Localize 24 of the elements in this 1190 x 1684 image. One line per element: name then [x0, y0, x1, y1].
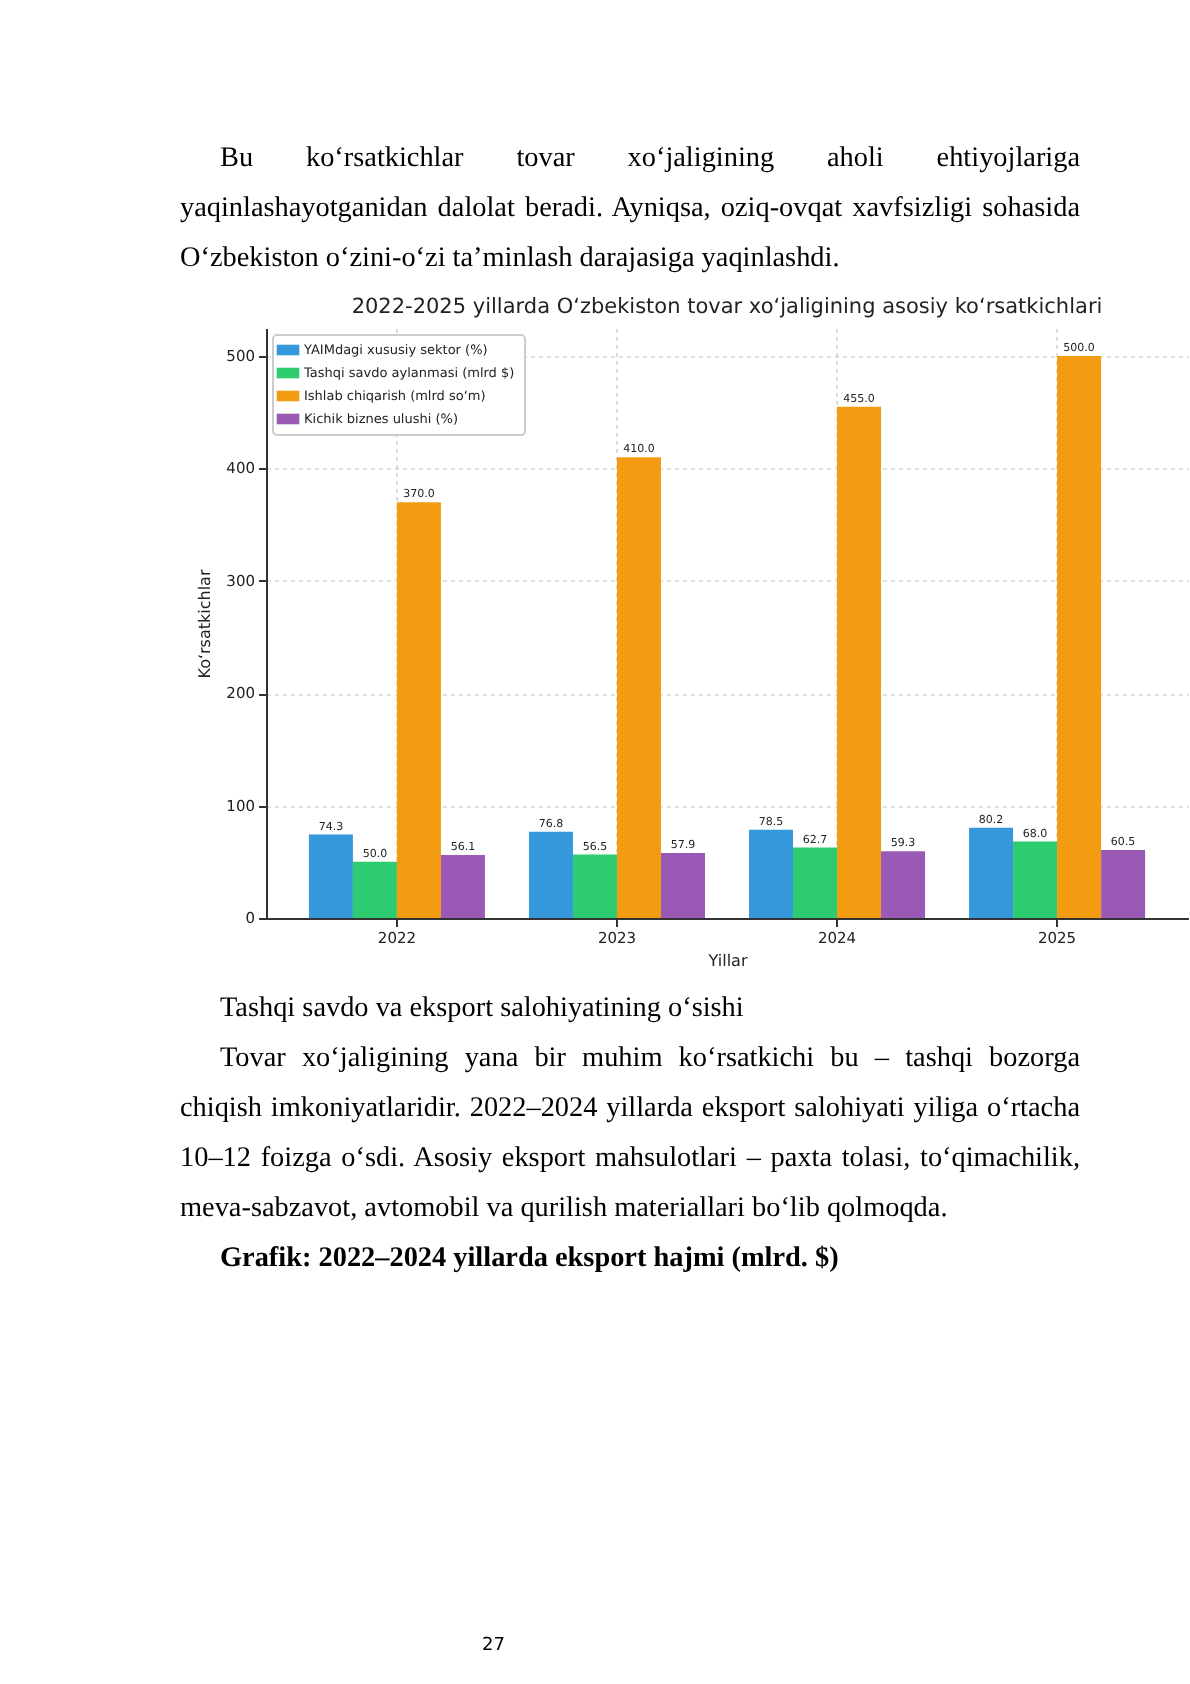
bar [528, 831, 573, 918]
bar [660, 852, 705, 918]
text: Tovar xo‘jaligining yana bir muhim ko‘rsatkichi bu – tashqi bozorga chiqish imkoniyatlaridir. 2022–2024 yillarda eksport salohiyati yiliga o‘rtacha 10–12 foizga o‘sdi. Asosiy eksport mahsulotlari – paxta tolasi, to‘qimachilik, meva-sabzavot, avtomobil va qurilish materiallari bo‘lib qolmoqda. [180, 1040, 1080, 1228]
text: Bu ko‘rsatkichlar tovar xo‘jaligining aholi ehtiyojlariga yaqinlashayotganidan dalolat beradi. Ayniqsa, oziq-ovqat xavfsizligi sohasida O‘zbekiston o‘zini-o‘zi ta’minlash darajasiga yaqinlashdi. [180, 140, 1080, 278]
bar [969, 827, 1014, 918]
bar [793, 847, 838, 918]
text: 27 [482, 1636, 505, 1656]
bar [572, 854, 617, 918]
bar [352, 861, 397, 918]
bar [881, 851, 926, 918]
text: Tashqi savdo va eksport salohiyatining o‘sishi [218, 990, 746, 1028]
y-axis-title: Ko‘rsatkichlar [196, 568, 215, 679]
bar [1101, 850, 1146, 918]
text: Grafik: 2022–2024 yillarda eksport hajmi (mlrd. $) [218, 1240, 841, 1278]
bar [1013, 841, 1058, 918]
bar [616, 457, 661, 918]
bar [396, 502, 441, 918]
bar [440, 854, 485, 918]
chart-title: 2022-2025 yillarda O‘zbekiston tovar xo‘jaligining asosiy ko‘rsatkichlari [351, 295, 1103, 319]
bar [1057, 356, 1102, 918]
bar [749, 829, 794, 918]
bar [837, 406, 882, 918]
bar [308, 834, 353, 918]
x-axis-title: Yillar [706, 952, 749, 970]
